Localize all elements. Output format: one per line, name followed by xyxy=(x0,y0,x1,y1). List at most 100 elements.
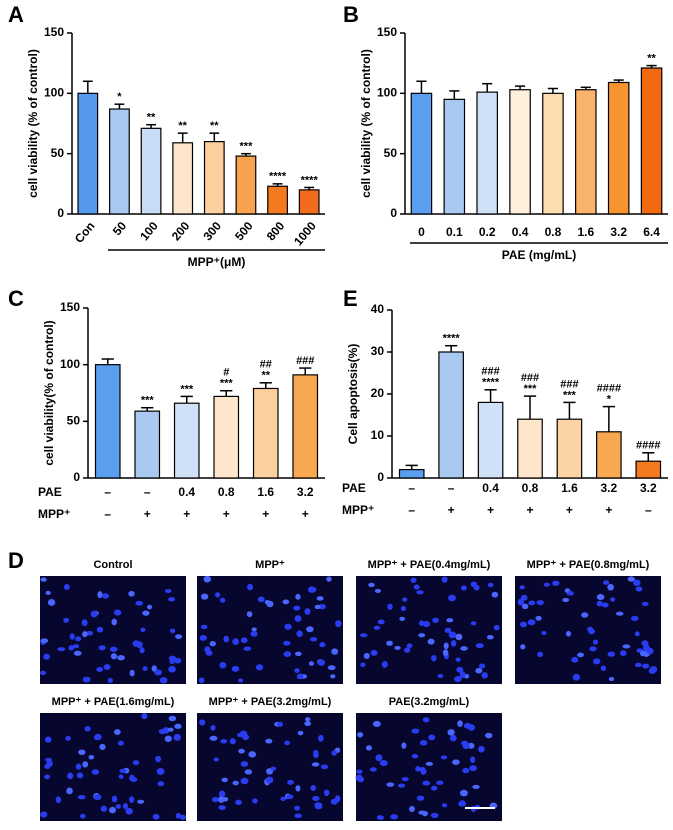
nucleus xyxy=(400,606,407,612)
nucleus xyxy=(440,755,448,760)
nucleus xyxy=(459,789,468,797)
nucleus xyxy=(326,576,332,582)
nucleus xyxy=(118,740,124,746)
nucleus xyxy=(588,628,595,635)
nucleus xyxy=(357,776,365,783)
significance-hashes: #### xyxy=(636,440,660,452)
nucleus xyxy=(318,734,324,742)
nucleus xyxy=(219,597,226,603)
nucleus xyxy=(69,633,75,640)
nucleus xyxy=(199,634,207,641)
nucleus xyxy=(448,631,457,639)
nucleus xyxy=(640,650,646,657)
nucleus xyxy=(592,639,599,645)
nucleus xyxy=(600,665,607,671)
nucleus xyxy=(44,736,52,743)
nucleus xyxy=(180,814,186,821)
nucleus xyxy=(129,669,135,677)
x-tick-label: 300 xyxy=(200,219,224,244)
nucleus xyxy=(596,600,603,607)
significance-stars: *** xyxy=(524,383,538,395)
nucleus xyxy=(111,795,118,803)
nucleus xyxy=(519,621,527,628)
nucleus xyxy=(521,603,529,610)
nucleus xyxy=(293,605,301,611)
y-tick-label: 10 xyxy=(371,428,385,442)
nucleus xyxy=(470,756,476,764)
nucleus xyxy=(221,777,228,783)
nucleus xyxy=(240,777,249,785)
nucleus xyxy=(462,742,470,750)
y-tick-label: 150 xyxy=(60,300,80,314)
nucleus xyxy=(295,593,301,600)
nucleus xyxy=(469,765,477,772)
micrograph xyxy=(40,576,186,684)
nucleus xyxy=(63,617,70,623)
nucleus xyxy=(418,633,426,638)
nucleus xyxy=(164,589,172,594)
nucleus xyxy=(66,787,73,795)
nucleus xyxy=(601,602,609,608)
nucleus xyxy=(128,590,135,597)
nucleus xyxy=(99,743,106,750)
row-label: 0.8 xyxy=(218,485,235,499)
x-tick-label: 0.8 xyxy=(545,225,562,239)
nucleus xyxy=(294,668,300,673)
bar xyxy=(134,410,161,479)
nucleus xyxy=(462,767,470,774)
nucleus xyxy=(331,648,339,655)
significance-stars: ** xyxy=(210,120,219,132)
nucleus xyxy=(536,599,545,606)
x-axis-label: MPP⁺(μM) xyxy=(188,255,246,269)
nucleus xyxy=(77,795,86,800)
nucleus xyxy=(162,727,170,734)
nucleus xyxy=(357,731,364,738)
nucleus xyxy=(335,620,342,628)
nucleus xyxy=(487,582,494,588)
nucleus xyxy=(537,651,544,658)
bar xyxy=(292,374,319,479)
nucleus xyxy=(209,735,218,741)
bar xyxy=(640,67,663,215)
bar xyxy=(398,469,425,479)
nucleus xyxy=(82,761,89,768)
nucleus xyxy=(142,666,148,671)
row-name: MPP⁺ xyxy=(38,507,70,521)
nucleus xyxy=(635,586,643,592)
nucleus xyxy=(129,774,135,782)
nucleus xyxy=(246,611,253,618)
nucleus xyxy=(286,794,294,800)
y-tick-label: 30 xyxy=(371,344,385,358)
nucleus xyxy=(356,769,363,774)
nucleus xyxy=(210,724,216,731)
nucleus xyxy=(375,754,383,762)
nucleus xyxy=(486,634,494,640)
nucleus xyxy=(330,674,336,679)
nucleus xyxy=(410,577,417,583)
significance-stars: **** xyxy=(301,174,319,186)
nucleus xyxy=(168,665,176,673)
panel-label: C xyxy=(8,286,24,311)
bar xyxy=(94,364,121,479)
nucleus xyxy=(360,662,366,668)
nucleus xyxy=(589,646,597,652)
nucleus xyxy=(304,721,312,727)
significance-stars: *** xyxy=(220,378,234,390)
nucleus xyxy=(75,763,82,770)
row-label: 0.4 xyxy=(178,485,195,499)
significance-stars: * xyxy=(117,91,122,103)
nucleus xyxy=(231,665,240,672)
nucleus xyxy=(607,651,616,657)
bar xyxy=(542,92,564,215)
nucleus xyxy=(596,593,605,601)
nucleus xyxy=(314,802,323,808)
nucleus xyxy=(386,782,395,787)
nucleus xyxy=(415,766,421,772)
nucleus xyxy=(151,665,157,672)
panel-label: D xyxy=(8,548,24,573)
row-label: + xyxy=(566,503,573,517)
y-tick-label: 40 xyxy=(371,302,385,316)
row-label: + xyxy=(144,507,151,521)
nucleus xyxy=(283,651,292,657)
x-tick-label: 0.1 xyxy=(446,225,463,239)
